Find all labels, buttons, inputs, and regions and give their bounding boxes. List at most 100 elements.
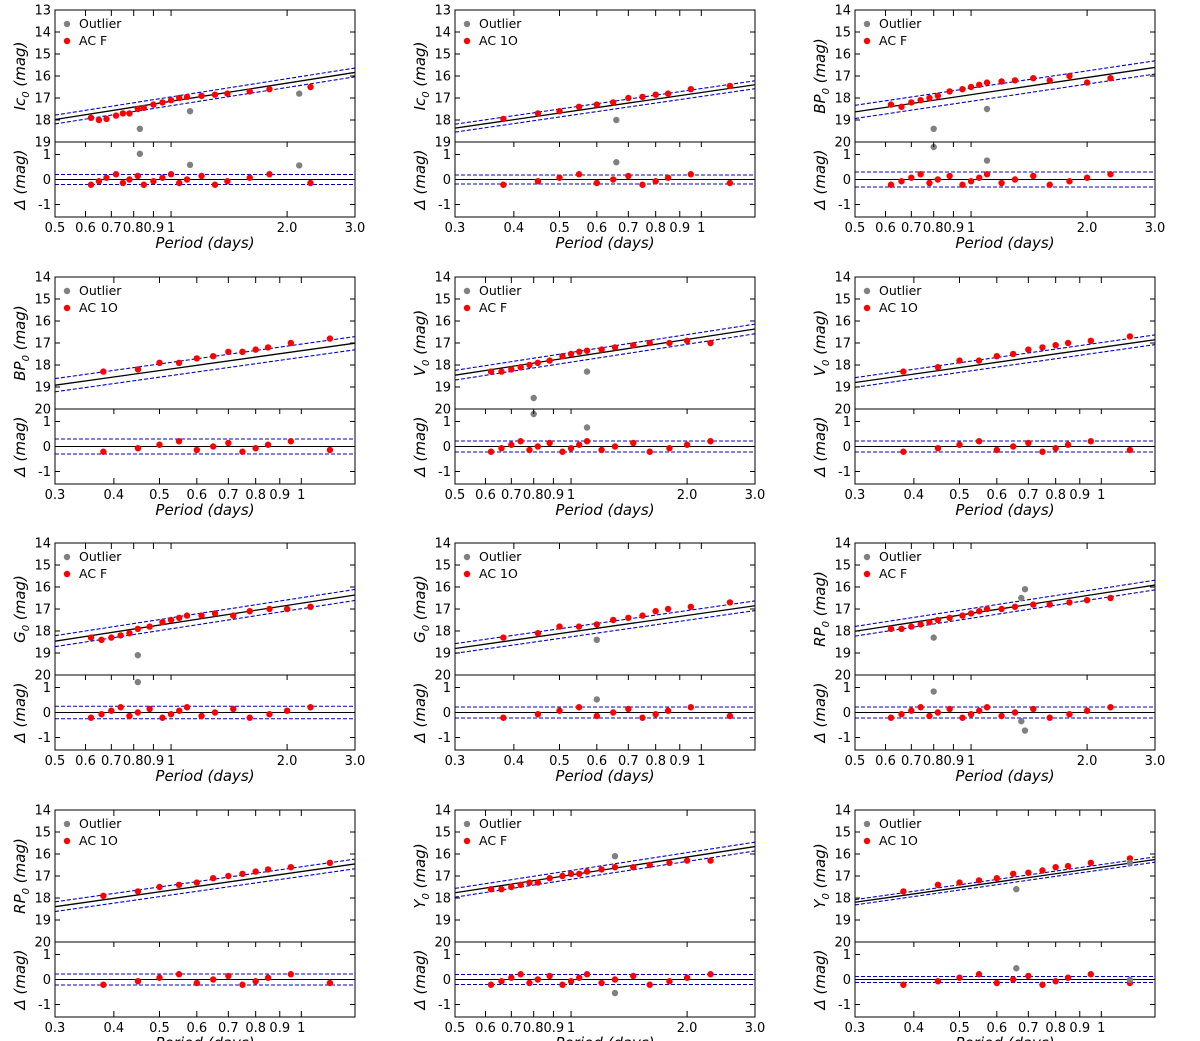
legend-marker-outlier bbox=[63, 820, 71, 828]
data-point bbox=[687, 603, 695, 610]
x-tick-label: 0.8 bbox=[245, 488, 266, 503]
resid-point bbox=[576, 974, 583, 981]
resid-point bbox=[707, 438, 714, 445]
data-point bbox=[1107, 75, 1114, 82]
resid-point bbox=[183, 176, 191, 183]
resid-point bbox=[625, 705, 632, 713]
data-point bbox=[1052, 864, 1059, 871]
data-point bbox=[609, 616, 617, 624]
resid-point bbox=[917, 704, 924, 711]
y-tick-label: 16 bbox=[434, 315, 451, 330]
fit-band-line bbox=[855, 344, 1155, 388]
y-tick-label: 16 bbox=[834, 581, 851, 596]
legend-marker-member bbox=[63, 570, 71, 578]
legend-label-member: AC F bbox=[79, 33, 107, 48]
x-tick-label: 1 bbox=[567, 488, 575, 503]
outlier-point bbox=[530, 394, 537, 402]
resid-point bbox=[140, 181, 148, 188]
y-tick-label: 19 bbox=[434, 136, 451, 151]
resid-point bbox=[609, 176, 617, 183]
resid-point bbox=[224, 178, 231, 185]
legend-marker-member bbox=[463, 37, 471, 45]
resid-point bbox=[500, 181, 507, 188]
y-tick-label: 20 bbox=[434, 936, 451, 951]
y-tick-label: 19 bbox=[834, 914, 851, 929]
data-point bbox=[264, 866, 272, 873]
resid-point bbox=[98, 711, 105, 718]
x-tick-label: 0.80.9 bbox=[523, 1021, 564, 1036]
y-label-unit: (mag) bbox=[11, 838, 29, 888]
data-point bbox=[959, 612, 966, 619]
resid-point bbox=[687, 704, 695, 711]
y-tick-label: 13 bbox=[434, 4, 451, 19]
resid-point bbox=[726, 712, 734, 720]
residual-plot-area bbox=[455, 159, 755, 188]
y-label-band: G bbox=[411, 631, 429, 643]
y-label-band: Ic bbox=[411, 97, 429, 110]
data-point bbox=[1039, 867, 1046, 874]
y-tick-label: 1 bbox=[843, 948, 851, 963]
y-tick-label: 16 bbox=[34, 581, 51, 596]
data-point bbox=[526, 879, 533, 886]
resid-point bbox=[103, 174, 110, 181]
resid-point bbox=[156, 974, 163, 981]
resid-point bbox=[898, 711, 905, 718]
y-tick-label: 18 bbox=[834, 359, 851, 374]
x-axis-label: Period (days) bbox=[155, 767, 254, 785]
data-point bbox=[583, 347, 591, 354]
y-label-subscript: 0 bbox=[821, 360, 832, 366]
resid-point bbox=[500, 714, 507, 721]
resid-point bbox=[230, 705, 237, 713]
data-point bbox=[239, 348, 246, 355]
resid-point bbox=[100, 981, 107, 988]
y-tick-label: -1 bbox=[838, 198, 851, 213]
x-tick-label: 1 bbox=[697, 754, 705, 769]
resid-point bbox=[908, 174, 915, 181]
outlier-point bbox=[611, 853, 619, 860]
data-point bbox=[898, 103, 905, 111]
y-tick-label: 14 bbox=[34, 804, 51, 819]
data-point bbox=[287, 864, 295, 871]
x-tick-label: 0.4 bbox=[104, 1021, 125, 1036]
data-point bbox=[126, 110, 133, 117]
x-tick-label: 1 bbox=[1097, 488, 1105, 503]
resid-point bbox=[134, 709, 142, 716]
resid-point bbox=[666, 445, 673, 452]
y-tick-label: 16 bbox=[834, 315, 851, 330]
data-point bbox=[908, 623, 915, 630]
resid-point bbox=[498, 445, 505, 452]
data-point bbox=[252, 868, 259, 875]
resid-point bbox=[526, 979, 533, 987]
resid-point bbox=[211, 709, 219, 716]
y-axis-label-main: BP0 (mag) bbox=[11, 305, 32, 381]
resid-point bbox=[167, 711, 175, 718]
y-tick-label: 1 bbox=[43, 415, 51, 430]
data-point bbox=[975, 877, 983, 884]
legend-marker-member bbox=[63, 37, 71, 45]
y-axis-label-main: Y0 (mag) bbox=[811, 843, 832, 908]
resid-point bbox=[598, 446, 605, 454]
fit-band-line bbox=[455, 610, 755, 654]
resid-point bbox=[487, 448, 495, 455]
legend-marker-outlier bbox=[863, 553, 871, 561]
y-tick-label: 15 bbox=[834, 826, 851, 841]
y-tick-label: 14 bbox=[834, 537, 851, 552]
data-point bbox=[1011, 603, 1019, 610]
resid-point bbox=[225, 439, 232, 447]
y-label-unit: (mag) bbox=[811, 843, 829, 893]
resid-point bbox=[1052, 978, 1059, 985]
x-tick-label: 0.6 bbox=[75, 221, 96, 236]
y-axis-label-main: G0 (mag) bbox=[11, 575, 32, 643]
resid-point bbox=[611, 443, 619, 450]
resid-point bbox=[707, 971, 714, 978]
y-tick-label: 15 bbox=[34, 293, 51, 308]
resid-point bbox=[956, 441, 963, 448]
data-point bbox=[946, 88, 953, 95]
resid-point bbox=[546, 972, 553, 980]
legend-label-outlier: Outlier bbox=[79, 283, 122, 298]
data-point bbox=[183, 93, 191, 101]
resid-point bbox=[283, 707, 291, 714]
y-tick-label: 0 bbox=[443, 173, 451, 188]
outlier-point bbox=[983, 105, 991, 113]
data-point bbox=[998, 78, 1005, 85]
